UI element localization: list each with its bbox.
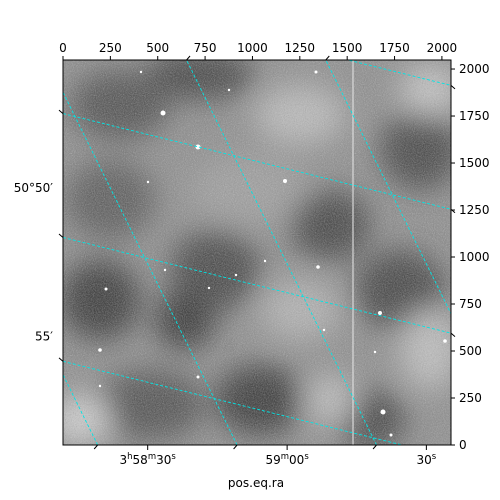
ra-grid-line-1 [63, 91, 238, 445]
coordinate-grid [63, 60, 451, 445]
image-noise [63, 60, 451, 445]
ra-grid-line-3 [325, 60, 451, 315]
stars [98, 70, 447, 437]
right-tick-label-6: 1500 [459, 156, 490, 170]
sky-image [63, 60, 451, 445]
top-tick-label-1: 250 [99, 41, 122, 55]
dec-frame-tick-r-0 [450, 208, 456, 214]
right-tick-label-2: 500 [459, 344, 482, 358]
dec-grid-line-1 [63, 237, 451, 334]
top-tick-label-5: 1250 [285, 41, 316, 55]
ra-frame-tick-t-3 [325, 55, 330, 61]
dec-frame-tick-l-1 [58, 233, 64, 238]
top-tick-label-0: 0 [59, 41, 67, 55]
bottom-world-axis: 3h58m30s 59m00s 30s [93, 55, 437, 467]
right-tick-label-0: 0 [459, 438, 467, 452]
bottom-tick-label-2: 30s [417, 452, 437, 467]
detector-column [352, 60, 354, 445]
bottom-tick-label-1: 59m00s [265, 452, 309, 467]
right-tick-label-1: 250 [459, 391, 482, 405]
right-tick-label-3: 750 [459, 297, 482, 311]
left-world-axis: 50°50′ 55′ [14, 85, 456, 362]
ra-frame-tick-b-1 [233, 444, 238, 450]
dec-frame-tick-r-3 [450, 85, 456, 90]
right-tick-label-8: 2000 [459, 62, 490, 76]
ra-grid-line-2 [186, 60, 377, 445]
plot-frame [62, 59, 452, 446]
ra-frame-tick-t-2 [186, 55, 191, 61]
right-tick-label-7: 1750 [459, 109, 490, 123]
top-tick-label-6: 1500 [332, 41, 363, 55]
ra-frame-tick-b-0 [93, 444, 99, 450]
top-tick-label-4: 1000 [237, 41, 268, 55]
right-tick-label-4: 1000 [459, 250, 490, 264]
left-tick-label-0: 50°50′ [14, 181, 54, 195]
top-tick-label-2: 500 [146, 41, 169, 55]
top-tick-label-8: 2000 [427, 41, 458, 55]
right-pixel-axis: 0 250 500 750 1000 1250 1500 1750 2000 [451, 62, 490, 452]
bottom-tick-label-0: 3h58m30s [120, 452, 177, 467]
ra-grid-line-0 [63, 373, 99, 445]
dec-frame-tick-l-0 [58, 109, 64, 114]
top-tick-label-3: 750 [194, 41, 217, 55]
ra-frame-tick-b-2 [372, 444, 377, 450]
dec-grid-line-2 [63, 360, 405, 445]
left-tick-label-1: 55′ [35, 330, 53, 344]
right-tick-label-5: 1250 [459, 203, 490, 217]
dec-frame-tick-l-2 [58, 357, 64, 362]
dec-frame-tick-r-1 [450, 332, 456, 338]
top-pixel-axis: 0 250 500 750 1000 1250 1500 1750 2000 [59, 41, 457, 60]
top-tick-label-7: 1750 [379, 41, 410, 55]
x-axis-label: pos.eq.ra [228, 476, 284, 490]
dec-grid-line-0 [63, 113, 451, 210]
